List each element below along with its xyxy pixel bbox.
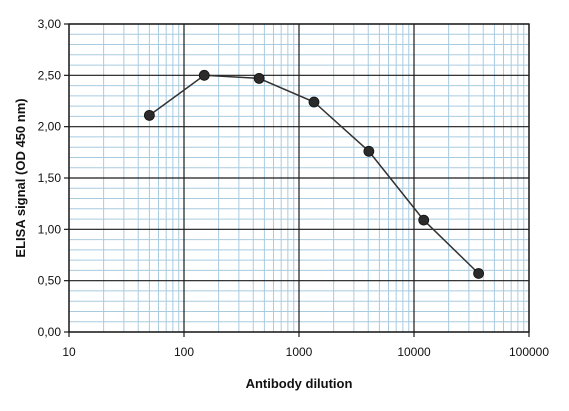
x-tick-label: 10000 (397, 345, 431, 359)
y-tick-label: 1,50 (38, 171, 62, 185)
y-tick-label: 0,50 (38, 274, 62, 288)
data-point (308, 96, 320, 108)
data-point (418, 214, 430, 226)
y-tick-label: 2,50 (38, 68, 62, 82)
y-tick-label: 2,00 (38, 120, 62, 134)
x-tick-label: 100 (174, 345, 194, 359)
data-point (143, 109, 155, 121)
data-point (253, 73, 265, 84)
series-points-group (143, 69, 484, 279)
data-point (473, 268, 484, 279)
y-tick-label: 1,00 (38, 222, 62, 236)
data-point (363, 145, 375, 157)
y-axis-title: ELISA signal (OD 450 nm) (13, 98, 28, 257)
data-point (198, 69, 210, 81)
y-tick-label: 0,00 (38, 325, 62, 339)
x-tick-label: 1000 (286, 345, 313, 359)
x-tick-labels: 10 100 1000 10000 100000 (62, 332, 549, 359)
y-tick-label: 3,00 (38, 17, 62, 31)
x-tick-label: 10 (62, 345, 76, 359)
x-axis-title: Antibody dilution (246, 376, 353, 391)
x-tick-label: 100000 (509, 345, 549, 359)
y-tick-labels: 0,00 0,50 1,00 1,50 2,00 2,50 3,00 (38, 17, 69, 339)
